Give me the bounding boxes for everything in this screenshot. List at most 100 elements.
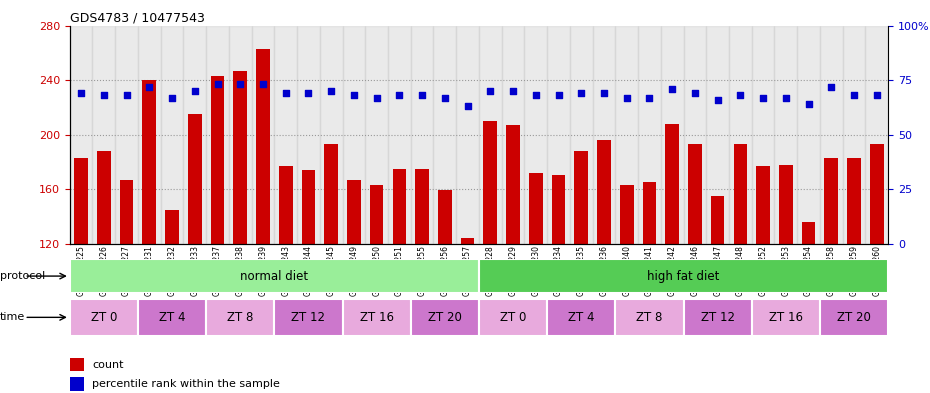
Point: [733, 92, 748, 99]
Bar: [370, 185, 383, 244]
Bar: [547, 26, 570, 244]
Bar: [70, 358, 84, 371]
Point: [278, 90, 293, 96]
Bar: [115, 26, 138, 244]
Bar: [347, 180, 361, 244]
Point: [142, 83, 157, 90]
Point: [824, 83, 839, 90]
Bar: [256, 49, 270, 244]
Bar: [779, 165, 792, 244]
Bar: [529, 173, 542, 244]
Bar: [866, 26, 888, 244]
Bar: [729, 26, 751, 244]
Point: [528, 92, 543, 99]
Point: [232, 81, 247, 88]
Bar: [525, 26, 547, 244]
Bar: [70, 259, 479, 293]
Point: [711, 97, 725, 103]
Bar: [551, 176, 565, 244]
Text: ZT 8: ZT 8: [227, 311, 254, 324]
Bar: [457, 26, 479, 244]
Text: time: time: [0, 312, 25, 322]
Point: [460, 103, 475, 109]
Bar: [142, 80, 156, 244]
Bar: [183, 26, 206, 244]
Text: ZT 4: ZT 4: [159, 311, 185, 324]
Bar: [506, 125, 520, 244]
Bar: [206, 299, 274, 336]
Bar: [388, 26, 411, 244]
Bar: [138, 26, 161, 244]
Bar: [802, 222, 816, 244]
Text: protocol: protocol: [0, 271, 46, 281]
Bar: [211, 76, 224, 244]
Bar: [206, 26, 229, 244]
Bar: [711, 196, 724, 244]
Point: [870, 92, 884, 99]
Point: [73, 90, 88, 96]
Text: count: count: [92, 360, 124, 370]
Point: [687, 90, 702, 96]
Bar: [274, 299, 342, 336]
Text: ZT 8: ZT 8: [636, 311, 663, 324]
Bar: [161, 26, 183, 244]
Bar: [820, 26, 843, 244]
Bar: [297, 26, 320, 244]
Bar: [188, 114, 202, 244]
Bar: [751, 26, 775, 244]
Text: ZT 12: ZT 12: [700, 311, 735, 324]
Bar: [70, 299, 138, 336]
Text: percentile rank within the sample: percentile rank within the sample: [92, 379, 280, 389]
Bar: [479, 259, 888, 293]
Bar: [825, 158, 838, 244]
Bar: [616, 299, 684, 336]
Bar: [847, 158, 861, 244]
Bar: [411, 299, 479, 336]
Point: [165, 94, 179, 101]
Bar: [820, 299, 888, 336]
Bar: [797, 26, 820, 244]
Bar: [870, 144, 884, 244]
Bar: [392, 169, 406, 244]
Bar: [365, 26, 388, 244]
Bar: [638, 26, 661, 244]
Point: [756, 94, 771, 101]
Bar: [74, 158, 88, 244]
Bar: [643, 182, 657, 244]
Text: ZT 0: ZT 0: [90, 311, 117, 324]
Point: [415, 92, 430, 99]
Text: ZT 16: ZT 16: [769, 311, 803, 324]
Text: GDS4783 / 10477543: GDS4783 / 10477543: [70, 12, 205, 25]
Bar: [97, 151, 111, 244]
Bar: [484, 121, 498, 244]
Bar: [575, 151, 588, 244]
Bar: [597, 140, 611, 244]
Bar: [70, 26, 92, 244]
Bar: [342, 26, 365, 244]
Text: ZT 4: ZT 4: [568, 311, 594, 324]
Point: [369, 94, 384, 101]
Bar: [325, 144, 338, 244]
Bar: [843, 26, 866, 244]
Bar: [229, 26, 252, 244]
Bar: [166, 209, 179, 244]
Bar: [661, 26, 684, 244]
Point: [551, 92, 566, 99]
Bar: [342, 299, 411, 336]
Bar: [411, 26, 433, 244]
Bar: [665, 124, 679, 244]
Point: [301, 90, 316, 96]
Point: [437, 94, 452, 101]
Text: ZT 20: ZT 20: [428, 311, 462, 324]
Bar: [684, 26, 706, 244]
Bar: [416, 169, 429, 244]
Bar: [547, 299, 616, 336]
Bar: [756, 166, 770, 244]
Bar: [620, 185, 633, 244]
Point: [778, 94, 793, 101]
Point: [801, 101, 816, 107]
Point: [187, 88, 202, 94]
Point: [846, 92, 861, 99]
Point: [324, 88, 339, 94]
Bar: [301, 170, 315, 244]
